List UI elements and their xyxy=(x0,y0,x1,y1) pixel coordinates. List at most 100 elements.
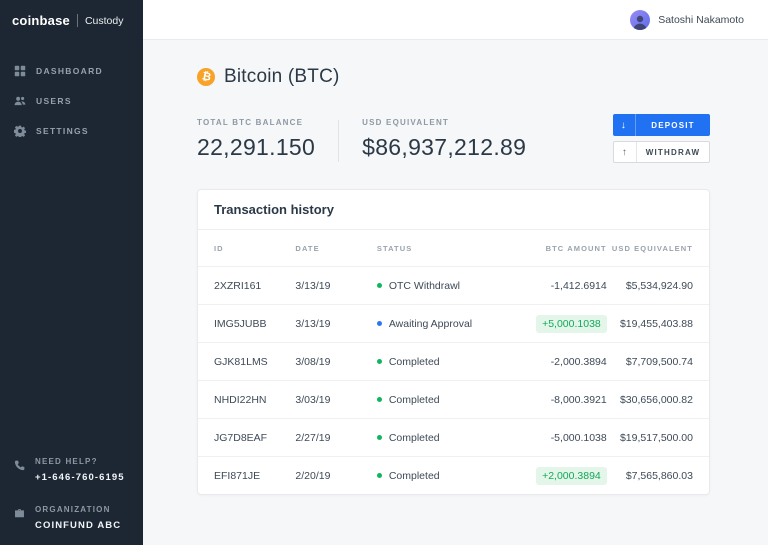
cell-date: 3/03/19 xyxy=(295,393,331,406)
table-row: IMG5JUBB 3/13/19 Awaiting Approval +5,00… xyxy=(198,304,709,342)
cell-usd-equivalent: $7,565,860.03 xyxy=(625,469,693,482)
cell-usd-equivalent: $5,534,924.90 xyxy=(625,279,693,292)
organization-block: ORGANIZATION COINFUND ABC xyxy=(14,505,129,531)
deposit-button[interactable]: ↓ DEPOSIT xyxy=(613,114,710,136)
person-silhouette-icon xyxy=(633,15,647,30)
cell-id: 2XZRI161 xyxy=(214,279,262,292)
cell-status: Completed xyxy=(376,431,525,444)
status-text: OTC Withdrawl xyxy=(388,279,461,292)
phone-icon xyxy=(14,457,26,483)
cell-status: OTC Withdrawl xyxy=(376,279,525,292)
cell-id: GJK81LMS xyxy=(214,355,268,368)
cell-btc-amount: -8,000.3921 xyxy=(525,393,607,406)
cell-btc-amount: +5,000.1038 xyxy=(525,314,607,333)
action-buttons: ↓ DEPOSIT ↑ WITHDRAW xyxy=(613,114,710,163)
cell-status: Completed xyxy=(376,469,525,482)
status-dot xyxy=(376,282,382,288)
need-help-label: NEED HELP? xyxy=(35,457,98,466)
page-title: Bitcoin (BTC) xyxy=(224,66,340,87)
column-header-id: ID xyxy=(214,244,224,253)
cell-id: EFI871JE xyxy=(214,469,261,482)
stats-divider xyxy=(338,120,340,162)
column-header-usd-equivalent: USD EQUIVALENT xyxy=(611,244,693,253)
bitcoin-icon: ₿ xyxy=(197,68,215,86)
table-row: 2XZRI161 3/13/19 OTC Withdrawl -1,412.69… xyxy=(198,266,709,304)
cell-date: 2/20/19 xyxy=(295,469,331,482)
status-text: Completed xyxy=(388,355,440,368)
sidebar: coinbase Custody DASHBOARD USERS SETTING… xyxy=(0,0,143,545)
cell-id: NHDI22HN xyxy=(214,393,267,406)
column-header-btc-amount: BTC AMOUNT xyxy=(545,244,607,253)
status-text: Completed xyxy=(388,431,440,444)
status-dot xyxy=(376,472,382,478)
cell-date: 3/08/19 xyxy=(295,355,331,368)
table-row: GJK81LMS 3/08/19 Completed -2,000.3894 $… xyxy=(198,342,709,380)
help-phone-number: +1-646-760-6195 xyxy=(35,472,125,483)
table-row: EFI871JE 2/20/19 Completed +2,000.3894 $… xyxy=(198,456,709,494)
sidebar-footer: NEED HELP? +1-646-760-6195 ORGANIZATION … xyxy=(0,435,143,545)
gear-icon xyxy=(14,125,26,137)
cell-usd-equivalent: $19,517,500.00 xyxy=(619,431,693,444)
coinbase-wordmark: coinbase xyxy=(12,13,70,28)
sidebar-item-dashboard[interactable]: DASHBOARD xyxy=(0,56,143,86)
btc-amount: -5,000.1038 xyxy=(550,431,607,444)
logo-divider xyxy=(76,14,78,27)
brand-logo[interactable]: coinbase Custody xyxy=(0,0,143,40)
stat-value: 22,291.150 xyxy=(197,134,316,160)
stat-label: USD EQUIVALENT xyxy=(362,118,450,127)
dashboard-grid-icon xyxy=(14,65,26,77)
stat-usd-equivalent: USD EQUIVALENT $86,937,212.89 xyxy=(362,118,526,161)
cell-id: JG7D8EAF xyxy=(214,431,268,444)
btc-amount: +2,000.3894 xyxy=(536,466,607,485)
cell-btc-amount: -1,412.6914 xyxy=(525,279,607,292)
stat-label: TOTAL BTC BALANCE xyxy=(197,118,304,127)
table-row: JG7D8EAF 2/27/19 Completed -5,000.1038 $… xyxy=(198,418,709,456)
status-dot xyxy=(376,434,382,440)
cell-date: 3/13/19 xyxy=(295,317,331,330)
sidebar-item-settings[interactable]: SETTINGS xyxy=(0,116,143,146)
stat-value: $86,937,212.89 xyxy=(362,134,527,160)
transaction-history-card: Transaction history ID DATE STATUS BTC A… xyxy=(197,189,710,495)
table-header-row: ID DATE STATUS BTC AMOUNT USD EQUIVALENT xyxy=(198,230,709,266)
product-name: Custody xyxy=(84,14,124,27)
column-header-status: STATUS xyxy=(376,244,413,253)
status-dot xyxy=(376,320,382,326)
cell-date: 3/13/19 xyxy=(295,279,331,292)
balance-stats-row: TOTAL BTC BALANCE 22,291.150 USD EQUIVAL… xyxy=(197,114,710,163)
withdraw-button[interactable]: ↑ WITHDRAW xyxy=(613,141,710,163)
btc-amount: +5,000.1038 xyxy=(536,314,607,333)
btc-amount: -1,412.6914 xyxy=(550,279,607,292)
btc-amount: -8,000.3921 xyxy=(550,393,607,406)
status-text: Completed xyxy=(388,393,440,406)
organization-label: ORGANIZATION xyxy=(35,505,111,514)
status-dot xyxy=(376,358,382,364)
status-dot xyxy=(376,396,382,402)
stat-total-btc-balance: TOTAL BTC BALANCE 22,291.150 xyxy=(197,118,315,161)
user-name[interactable]: Satoshi Nakamoto xyxy=(658,13,744,26)
briefcase-icon xyxy=(14,505,26,531)
sidebar-item-label: DASHBOARD xyxy=(36,66,103,76)
main-area: Satoshi Nakamoto ₿ Bitcoin (BTC) TOTAL B… xyxy=(143,0,768,545)
sidebar-item-users[interactable]: USERS xyxy=(0,86,143,116)
cell-date: 2/27/19 xyxy=(295,431,331,444)
sidebar-nav: DASHBOARD USERS SETTINGS xyxy=(0,56,143,146)
page-title-row: ₿ Bitcoin (BTC) xyxy=(197,66,710,88)
cell-usd-equivalent: $7,709,500.74 xyxy=(625,355,693,368)
status-text: Completed xyxy=(388,469,440,482)
cell-status: Awaiting Approval xyxy=(376,318,525,330)
cell-status: Completed xyxy=(376,393,525,406)
topbar: Satoshi Nakamoto xyxy=(143,0,768,40)
sidebar-item-label: USERS xyxy=(36,96,72,106)
withdraw-button-label: WITHDRAW xyxy=(645,147,701,157)
btc-amount: -2,000.3894 xyxy=(550,355,607,368)
card-title: Transaction history xyxy=(198,190,709,230)
user-avatar[interactable] xyxy=(630,9,651,30)
arrow-up-icon: ↑ xyxy=(614,142,637,162)
deposit-button-label: DEPOSIT xyxy=(651,120,695,130)
cell-usd-equivalent: $30,656,000.82 xyxy=(619,393,693,406)
cell-id: IMG5JUBB xyxy=(214,317,267,330)
table-row: NHDI22HN 3/03/19 Completed -8,000.3921 $… xyxy=(198,380,709,418)
cell-btc-amount: -5,000.1038 xyxy=(525,431,607,444)
users-icon xyxy=(14,96,26,106)
column-header-date: DATE xyxy=(295,244,320,253)
